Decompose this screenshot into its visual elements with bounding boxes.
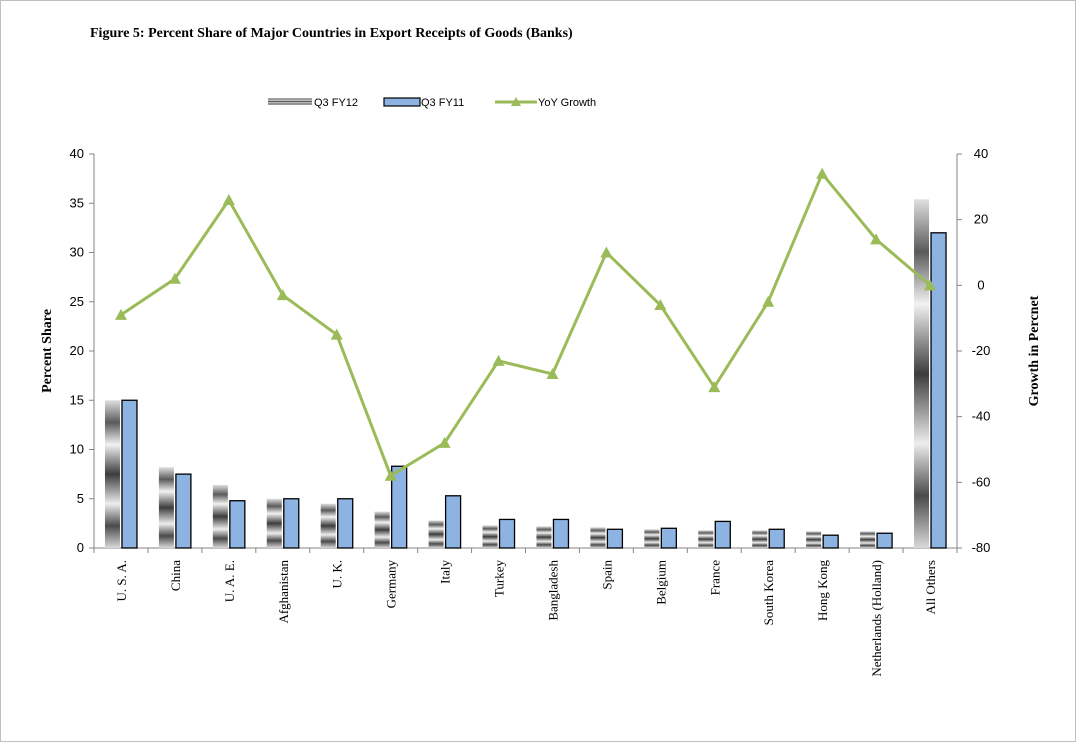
- category-label: Bangladesh: [545, 560, 560, 621]
- growth-point: [438, 436, 451, 448]
- growth-point: [762, 295, 775, 307]
- category-label: South Korea: [761, 560, 776, 626]
- right-tick-label: 20: [974, 212, 988, 227]
- bar-q3-fy11: [930, 232, 947, 549]
- growth-point: [600, 246, 613, 258]
- category-label: Afghanistan: [276, 560, 291, 624]
- bar-q3-fy11: [498, 518, 516, 549]
- bar-q3-fy12: [860, 531, 876, 548]
- right-tick-label: 40: [974, 146, 988, 161]
- bar-q3-fy11: [876, 532, 893, 549]
- left-tick-label: 10: [70, 442, 84, 457]
- growth-point: [816, 167, 829, 179]
- bar-q3-fy11: [229, 500, 246, 549]
- bar-q3-fy12: [374, 511, 390, 548]
- right-tick-label: -20: [972, 343, 991, 358]
- growth-point: [546, 367, 559, 379]
- y-axis-title: Percent Share: [40, 309, 55, 393]
- category-labels: U. S. A. China U. A. E. Afghanistan U. K. Ger…: [114, 560, 938, 677]
- category-label: Italy: [438, 560, 453, 584]
- bar-q3-fy11: [714, 520, 731, 549]
- growth-point: [114, 308, 127, 320]
- bar-q3-fy12: [590, 527, 606, 548]
- category-label: Germany: [384, 560, 399, 609]
- bar-q3-fy11: [283, 498, 300, 549]
- left-tick-label: 35: [70, 195, 84, 210]
- y2-axis-title: Growth in Percnet: [1027, 295, 1042, 406]
- category-label: U. S. A.: [114, 560, 129, 602]
- bar-q3-fy12: [806, 531, 822, 548]
- chart-title: Figure 5: Percent Share of Major Countri…: [90, 26, 573, 41]
- bar-q3-fy11: [552, 518, 570, 549]
- right-tick-label: -80: [972, 540, 991, 555]
- bar-q3-fy12: [158, 467, 174, 548]
- bar-q3-fy12: [482, 525, 498, 548]
- legend-label-yoy: YoY Growth: [538, 97, 596, 109]
- growth-point: [330, 328, 343, 340]
- bar-q3-fy11: [175, 473, 192, 549]
- bar-q3-fy12: [212, 484, 228, 548]
- category-label: U. A. E.: [222, 560, 237, 602]
- growth-line: [114, 167, 937, 481]
- right-tick-label: -40: [972, 409, 991, 424]
- bar-q3-fy12: [266, 498, 282, 548]
- left-tick-label: 30: [70, 245, 84, 260]
- bar-q3-fy12: [644, 529, 660, 548]
- left-tick-label: 20: [70, 343, 84, 358]
- growth-point: [276, 289, 289, 301]
- category-label: Turkey: [492, 560, 507, 598]
- bar-q3-fy11: [822, 534, 839, 549]
- bar-q3-fy11: [768, 528, 785, 549]
- growth-point: [222, 193, 235, 205]
- category-label: Spain: [599, 560, 614, 590]
- category-label: Hong Kong: [815, 560, 830, 622]
- category-label: Netherlands (Holland): [869, 560, 884, 677]
- growth-point: [168, 272, 181, 284]
- growth-point: [870, 233, 883, 245]
- bar-q3-fy12: [536, 526, 552, 548]
- legend: Q3 FY12 Q3 FY11 YoY Growth: [268, 97, 596, 109]
- growth-point: [654, 299, 667, 311]
- left-tick-label: 0: [77, 540, 84, 555]
- growth-point: [708, 381, 721, 393]
- left-tick-label: 40: [70, 146, 84, 161]
- growth-point: [492, 354, 505, 366]
- bar-q3-fy12: [914, 199, 930, 548]
- bar-q3-fy12: [752, 530, 768, 548]
- left-tick-label: 15: [70, 392, 84, 407]
- right-tick-label: -60: [972, 474, 991, 489]
- category-label: Belgium: [653, 560, 668, 605]
- bar-q3-fy12: [428, 520, 444, 548]
- bar-q3-fy11: [660, 527, 677, 549]
- bar-q3-fy12: [104, 400, 120, 548]
- left-tick-label: 5: [77, 491, 84, 506]
- legend-marker-yoy: [511, 97, 521, 106]
- category-label: France: [707, 560, 722, 596]
- legend-label-q3-fy11: Q3 FY11: [421, 97, 464, 109]
- bar-q3-fy11: [121, 399, 138, 549]
- category-label: U. K.: [330, 560, 345, 589]
- growth-point: [924, 279, 937, 291]
- legend-label-q3-fy12: Q3 FY12: [314, 97, 358, 109]
- bar-q3-fy12: [320, 503, 336, 548]
- bar-q3-fy11: [337, 498, 354, 549]
- bars: [104, 199, 947, 549]
- category-label: All Others: [923, 560, 938, 615]
- growth-point: [384, 469, 397, 481]
- left-tick-label: 25: [70, 294, 84, 309]
- bar-q3-fy11: [606, 528, 624, 549]
- right-tick-label: 0: [977, 277, 984, 292]
- growth-series-line: [120, 170, 932, 478]
- bar-q3-fy11: [391, 465, 408, 549]
- bar-q3-fy12: [698, 530, 714, 548]
- legend-swatch-q3-fy11: [383, 97, 421, 107]
- category-label: China: [168, 560, 183, 591]
- legend-swatch-q3-fy12: [268, 98, 312, 105]
- bar-q3-fy11: [444, 495, 462, 549]
